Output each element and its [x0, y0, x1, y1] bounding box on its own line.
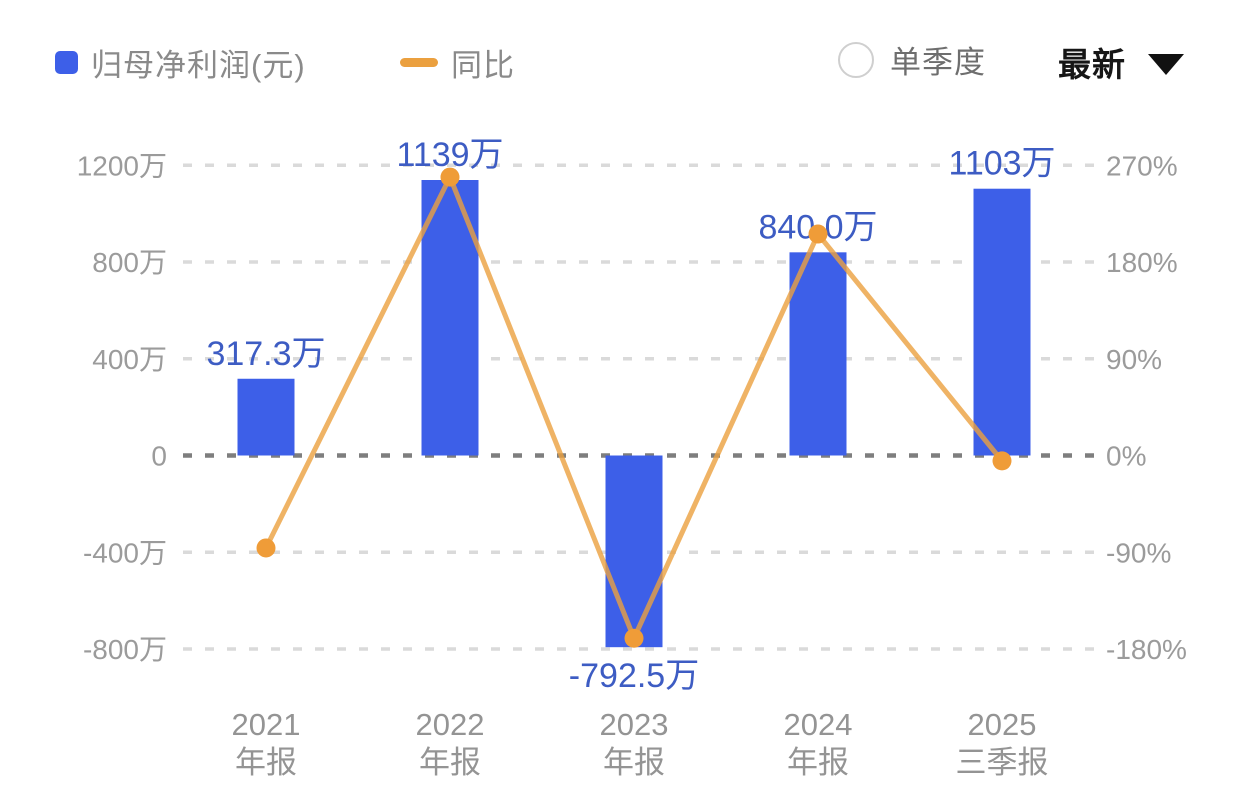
right-axis-tick: -180% [1106, 634, 1187, 665]
bar-series-swatch-icon [55, 51, 78, 74]
single-quarter-radio[interactable]: 单季度 [838, 37, 986, 82]
legend-item-net-profit[interactable]: 归母净利润(元) [55, 40, 306, 85]
radio-circle-icon [838, 41, 874, 78]
yoy-point[interactable] [256, 538, 276, 558]
right-axis-tick: 180% [1106, 247, 1178, 278]
x-axis-label: 2024 年报 [784, 707, 853, 780]
right-axis-tick: 270% [1106, 150, 1178, 181]
caret-down-icon [1148, 53, 1184, 75]
left-axis-tick: 0 [151, 441, 167, 472]
yoy-point[interactable] [808, 224, 828, 244]
bar-value-label: 317.3万 [206, 335, 325, 373]
left-axis-tick: 400万 [92, 344, 167, 375]
single-quarter-label: 单季度 [890, 45, 986, 80]
yoy-point[interactable] [440, 167, 460, 187]
legend-label-net-profit: 归母净利润(元) [91, 48, 306, 83]
legend-label-yoy: 同比 [451, 48, 515, 83]
left-axis-tick: -400万 [83, 537, 167, 568]
x-axis-label: 2022 年报 [416, 707, 485, 780]
bar[interactable] [605, 455, 663, 648]
left-axis-tick: 1200万 [77, 150, 167, 181]
legend-item-yoy[interactable]: 同比 [400, 40, 515, 85]
x-axis-label: 2023 年报 [600, 707, 669, 780]
bar-value-label: -792.5万 [569, 657, 699, 695]
x-axis-label: 2025 三季报 [956, 707, 1049, 780]
yoy-point[interactable] [624, 628, 644, 648]
line-series-swatch-icon [400, 58, 438, 67]
right-axis-tick: 0% [1106, 441, 1146, 472]
right-axis-tick: -90% [1106, 537, 1171, 568]
bar[interactable] [789, 252, 847, 456]
dropdown-selected-value: 最新 [1058, 46, 1126, 83]
bar[interactable] [237, 378, 295, 456]
right-axis-tick: 90% [1106, 344, 1162, 375]
left-axis-tick: -800万 [83, 634, 167, 665]
x-axis-label: 2021 年报 [232, 707, 301, 780]
yoy-point[interactable] [992, 451, 1012, 471]
left-axis-tick: 800万 [92, 247, 167, 278]
bar[interactable] [973, 188, 1031, 456]
bar-value-label: 1103万 [948, 145, 1055, 183]
report-period-dropdown[interactable]: 最新 [1058, 38, 1184, 86]
